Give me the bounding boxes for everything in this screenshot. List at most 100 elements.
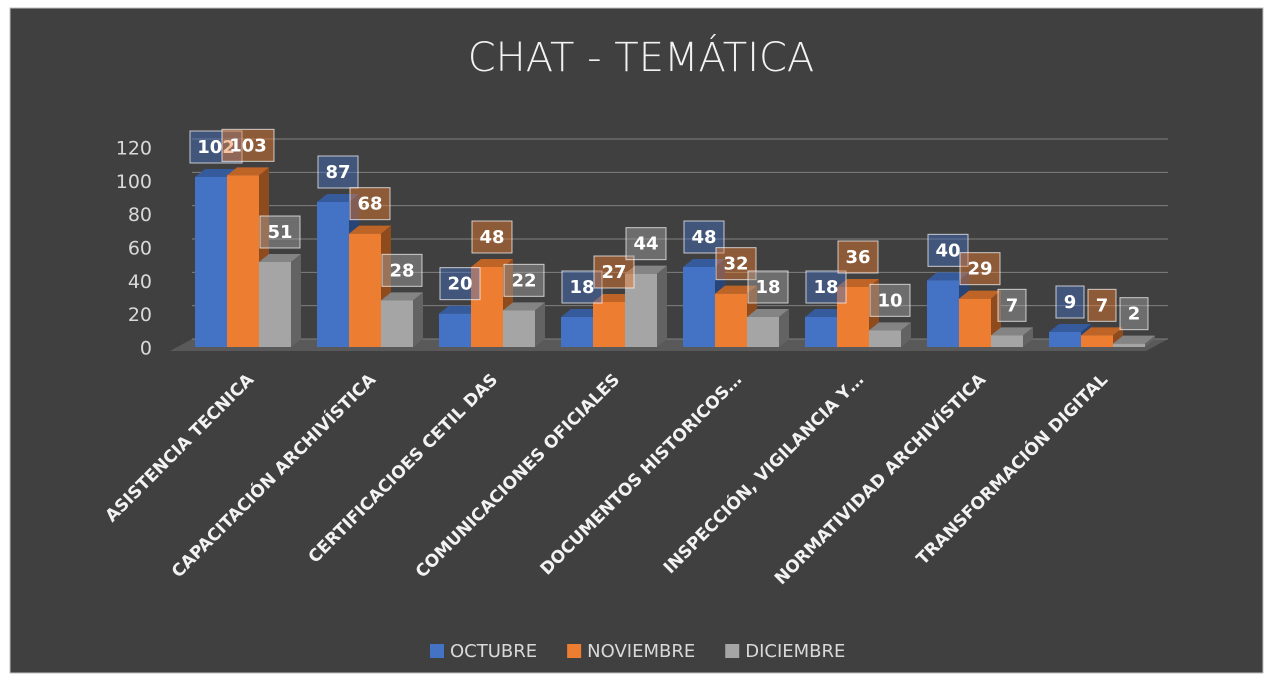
legend-swatch: [567, 644, 582, 658]
y-tick-label: 40: [128, 271, 152, 293]
chart-title: CHAT - TEMÁTICA: [468, 33, 815, 81]
data-label: 27: [601, 262, 626, 283]
data-label: 103: [229, 135, 267, 156]
legend-label: NOVIEMBRE: [587, 641, 695, 662]
data-label-box: [837, 240, 879, 274]
y-tick-label: 60: [128, 238, 152, 260]
bar-side: [657, 265, 667, 347]
bar-front: [1113, 343, 1145, 347]
bar-front: [381, 300, 413, 347]
bar-top: [715, 285, 757, 294]
data-label: 32: [723, 254, 748, 275]
bar-front: [747, 317, 779, 347]
data-label-box: [1055, 285, 1085, 319]
bar-front: [259, 262, 291, 347]
bar-top: [227, 167, 269, 176]
data-label-box: [259, 215, 301, 249]
legend-label: DICIEMBRE: [745, 641, 845, 662]
bar-side: [535, 302, 545, 347]
bar-top: [195, 169, 237, 177]
data-label: 10: [877, 290, 902, 311]
bar-front: [439, 313, 471, 347]
bar-top: [593, 294, 635, 302]
bar-top: [683, 259, 725, 267]
data-label-box: [997, 288, 1027, 322]
data-label: 51: [267, 222, 292, 243]
data-label-box: [625, 227, 667, 261]
data-label: 18: [569, 277, 594, 298]
bar-top: [259, 254, 301, 262]
bar-top: [503, 302, 545, 311]
bar-front: [837, 287, 869, 347]
bar-front: [593, 302, 625, 347]
data-label: 44: [633, 234, 658, 255]
y-tick-label: 100: [116, 171, 152, 193]
bar-top: [837, 279, 879, 287]
bar-front: [349, 233, 381, 347]
bar-side: [413, 292, 423, 347]
data-label-box: [381, 253, 423, 287]
bar-front: [625, 273, 657, 347]
data-label-box: [561, 270, 603, 304]
data-label-box: [1087, 288, 1117, 322]
y-tick-label: 20: [128, 304, 152, 326]
data-label: 20: [447, 274, 472, 295]
data-label-box: [959, 252, 1001, 286]
bar-top: [747, 309, 789, 317]
bar-front: [869, 330, 901, 347]
data-label: 48: [691, 227, 716, 248]
bar-top: [381, 292, 423, 301]
y-tick-label: 80: [128, 204, 152, 226]
floor: [170, 339, 1168, 351]
data-label: 40: [935, 240, 960, 261]
data-label: 29: [967, 259, 992, 280]
data-label-box: [317, 155, 359, 189]
y-tick-label: 0: [140, 338, 152, 360]
bar-top: [471, 259, 513, 267]
data-label: 102: [197, 137, 235, 158]
bar: [1113, 335, 1155, 347]
data-label-box: [927, 233, 969, 267]
data-label: 68: [357, 194, 382, 215]
data-label: 18: [813, 277, 838, 298]
bar-top: [1049, 324, 1091, 332]
bar: [991, 327, 1033, 347]
legend-label: OCTUBRE: [450, 641, 537, 662]
bar-front: [715, 293, 747, 347]
data-label: 28: [389, 260, 414, 281]
data-label: 36: [845, 247, 870, 268]
data-label: 2: [1128, 304, 1141, 325]
bar: [747, 309, 789, 347]
bar-side: [291, 254, 301, 347]
data-label: 9: [1064, 292, 1077, 313]
bar-top: [991, 327, 1033, 336]
bar: [381, 292, 423, 347]
bar: [625, 265, 667, 347]
data-label: 87: [325, 162, 350, 183]
bar-front: [683, 267, 715, 347]
bar-top: [869, 322, 911, 331]
bar-front: [959, 298, 991, 347]
bar-top: [317, 194, 359, 202]
bar-top: [439, 305, 481, 314]
bar-top: [959, 290, 1001, 299]
y-tick-label: 120: [116, 138, 152, 160]
bar-front: [471, 267, 503, 347]
data-label-box: [439, 267, 481, 301]
bar-top: [1113, 335, 1155, 344]
data-label: 7: [1006, 295, 1019, 316]
bar-side: [779, 309, 789, 347]
data-label-box: [747, 270, 789, 304]
data-label-box: [189, 130, 243, 164]
bar-front: [927, 280, 959, 347]
bar-front: [317, 202, 349, 347]
data-label: 7: [1096, 295, 1109, 316]
data-label-box: [715, 247, 757, 281]
bar-side: [901, 322, 911, 347]
data-label-box: [593, 255, 635, 289]
legend-swatch: [725, 644, 740, 658]
bar-top: [805, 309, 847, 317]
data-label-box: [471, 220, 513, 254]
bar: [869, 322, 911, 347]
